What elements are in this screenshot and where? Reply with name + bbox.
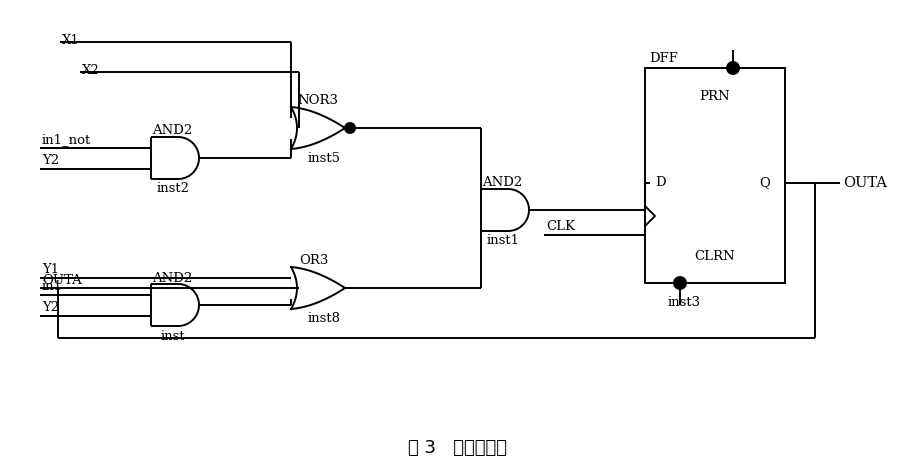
Text: in1_not: in1_not [42,133,92,146]
Text: OR3: OR3 [299,254,328,266]
Text: AND2: AND2 [482,176,522,190]
Text: Y1: Y1 [42,263,60,276]
Text: 图 3   综合后电路: 图 3 综合后电路 [409,439,507,457]
Text: X1: X1 [62,35,80,47]
Text: inst8: inst8 [308,312,341,324]
Text: PRN: PRN [700,89,730,102]
Text: DFF: DFF [649,51,678,65]
Text: inst2: inst2 [157,183,190,196]
Text: Y2: Y2 [42,301,60,314]
Text: NOR3: NOR3 [297,94,338,107]
Circle shape [727,62,739,74]
Text: OUTA: OUTA [843,176,887,190]
Text: AND2: AND2 [152,124,192,138]
Text: Y2: Y2 [42,154,60,167]
Text: in1: in1 [42,280,63,293]
Text: inst1: inst1 [486,234,519,248]
Text: inst5: inst5 [308,152,341,164]
Text: D: D [656,176,666,190]
Text: inst3: inst3 [668,297,701,309]
Text: AND2: AND2 [152,271,192,285]
Text: X2: X2 [82,65,100,78]
Text: CLRN: CLRN [694,249,736,263]
Circle shape [674,277,686,289]
Text: Q: Q [759,176,770,190]
Text: inst: inst [160,329,185,343]
Text: CLK: CLK [546,220,575,234]
Bar [645,68,785,283]
Circle shape [345,123,355,133]
Text: OUTA: OUTA [42,273,82,286]
